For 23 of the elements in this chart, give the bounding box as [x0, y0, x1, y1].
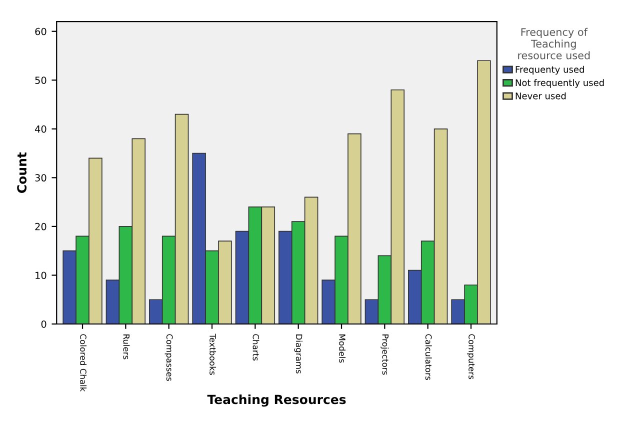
- legend-label: Not frequently used: [516, 79, 604, 88]
- y-tick-label: 40: [34, 125, 46, 133]
- y-tick-label: 30: [35, 174, 46, 182]
- y-tick-label: 60: [35, 28, 46, 36]
- y-tick-label: 10: [36, 272, 46, 280]
- legend-title: Frequency of Teaching resource used: [518, 28, 590, 60]
- y-tick-label: 0: [41, 320, 46, 328]
- x-axis-title: Teaching Resources: [207, 394, 346, 407]
- x-tick-label: Compasses: [164, 334, 173, 381]
- x-tick-label: Textbooks: [210, 334, 216, 375]
- x-tick-label: Charts: [252, 334, 260, 361]
- legend-label: Never used: [516, 92, 566, 100]
- x-tick-label: Computers: [466, 334, 475, 380]
- x-tick-label: Calculators: [425, 334, 432, 380]
- y-tick-label: 50: [35, 76, 46, 84]
- legend-label: Frequenty used: [516, 66, 584, 75]
- x-tick-label: Rulers: [123, 334, 130, 360]
- x-tick-label: Colored Chalk: [80, 334, 87, 392]
- x-tick-label: Diagrams: [294, 334, 302, 374]
- y-tick-label: 20: [35, 222, 46, 230]
- x-tick-label: Projectors: [380, 334, 389, 375]
- y-axis-title: Count: [17, 152, 27, 193]
- x-tick-label: Models: [339, 334, 346, 363]
